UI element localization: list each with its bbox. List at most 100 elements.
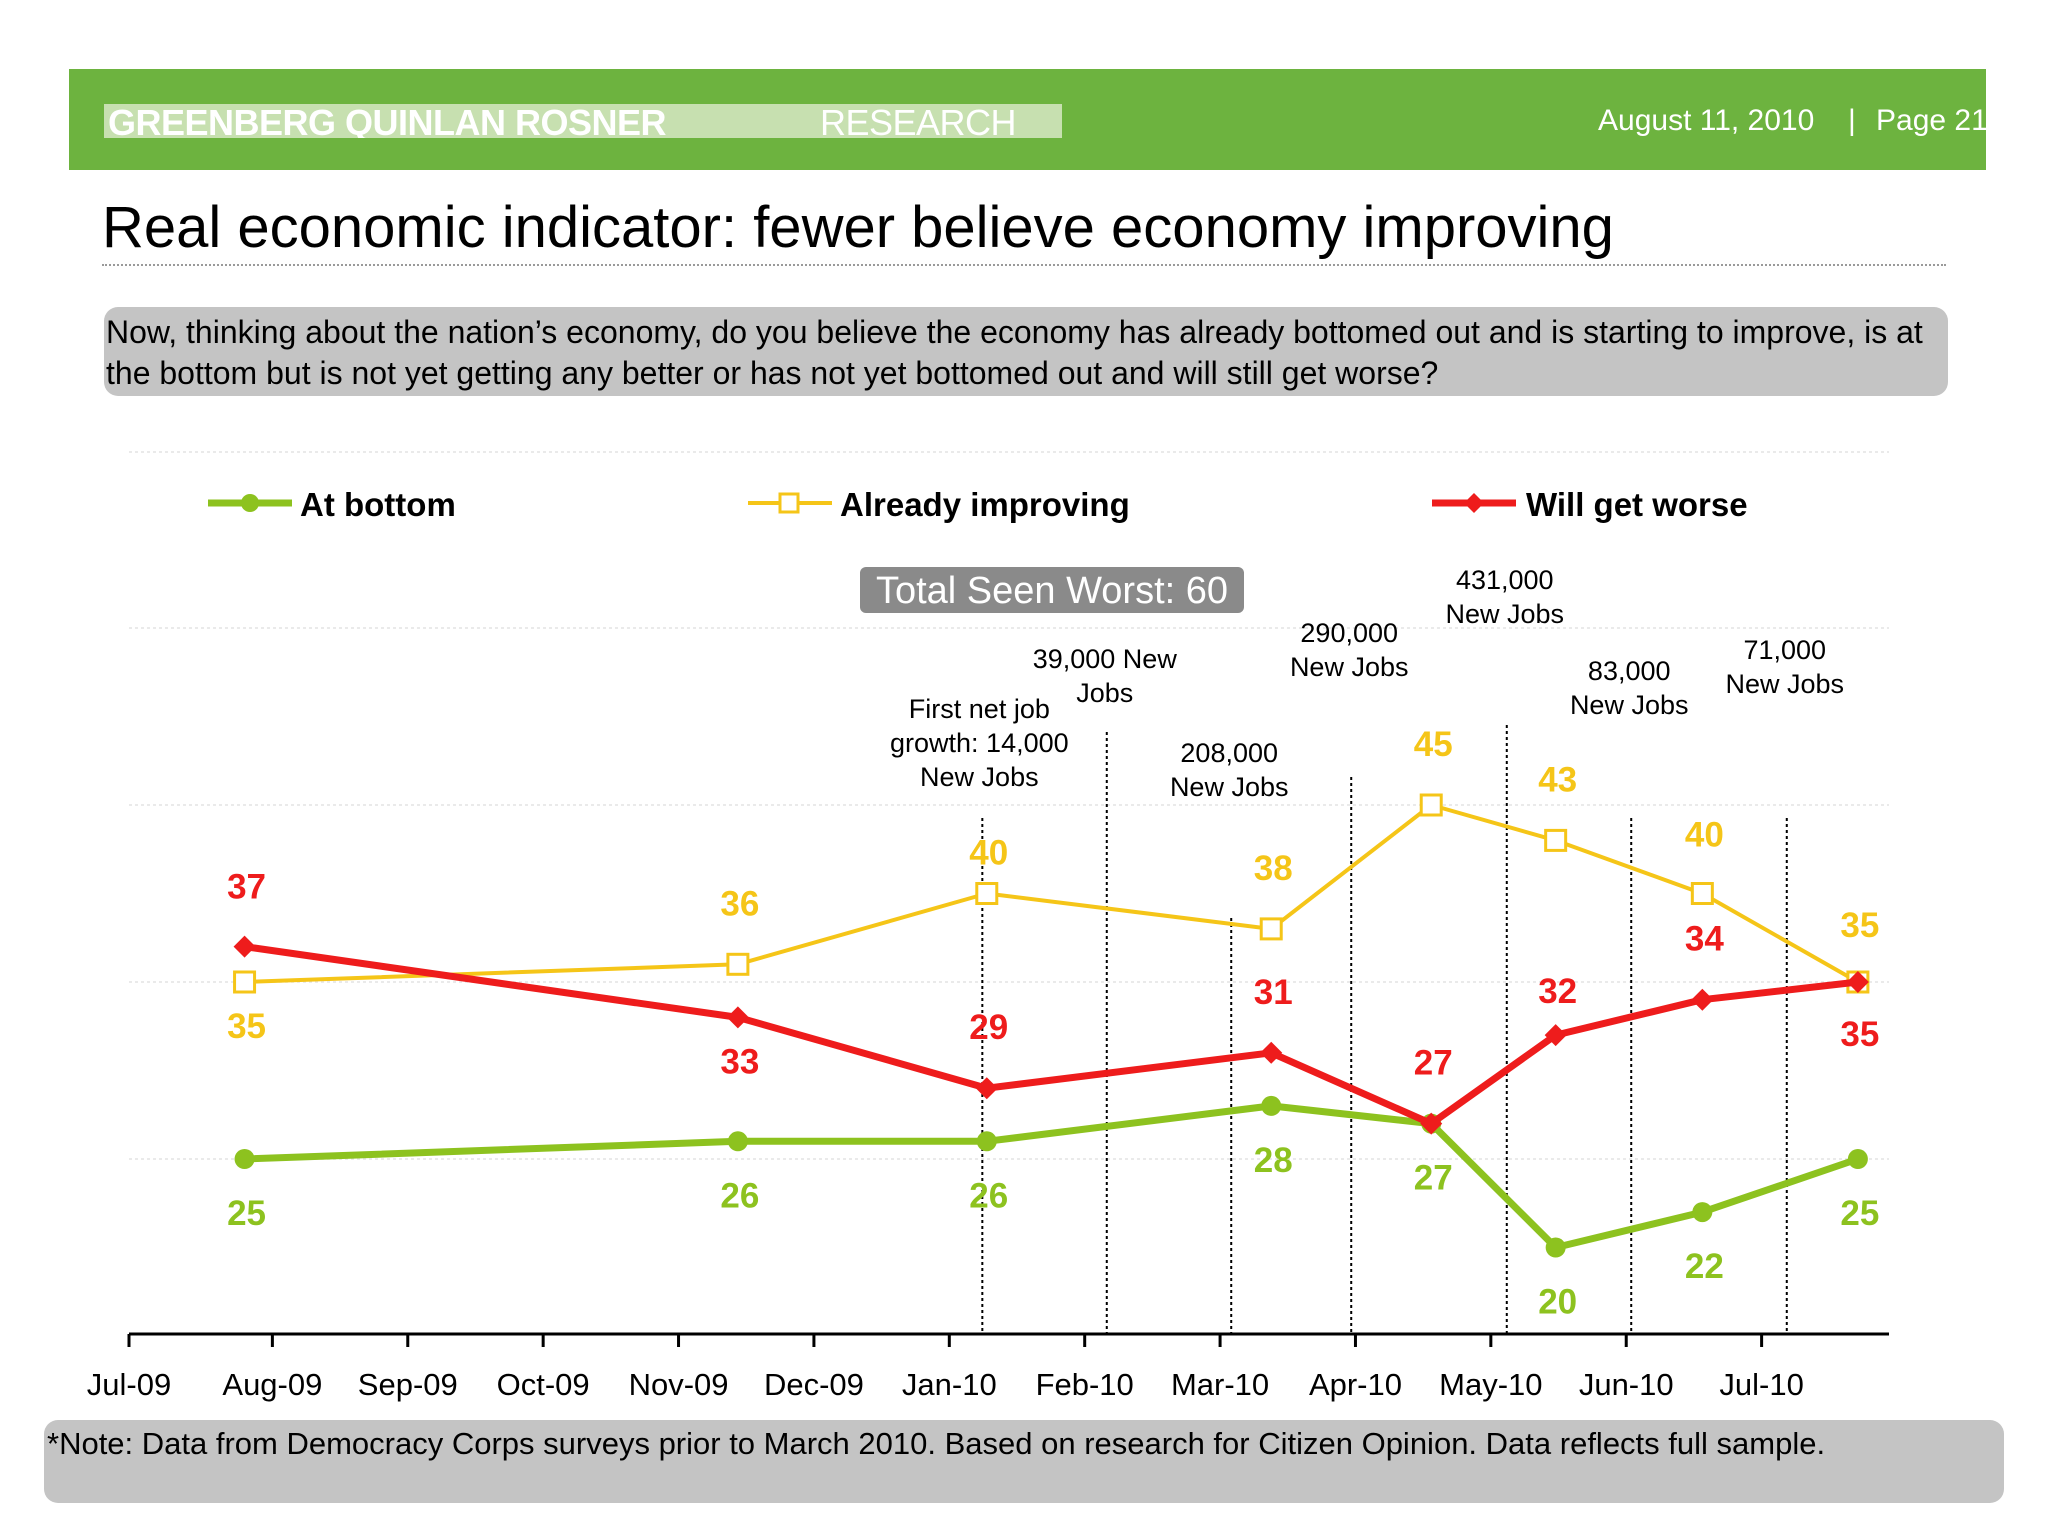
- job-annotation-text: growth: 14,000: [890, 728, 1069, 758]
- job-annotation-text: First net job: [909, 694, 1050, 724]
- x-tick-label: Dec-09: [764, 1367, 864, 1402]
- question-box: [104, 307, 1948, 396]
- header-separator: |: [1848, 104, 1856, 137]
- question-text: Now, thinking about the nation’s economy…: [106, 314, 1923, 391]
- x-tick-label: Apr-10: [1309, 1367, 1402, 1402]
- data-label: 26: [969, 1176, 1008, 1215]
- point-will-get-worse: [1846, 971, 1869, 993]
- footnote: *Note: Data from Democracy Corps surveys…: [47, 1426, 1826, 1461]
- x-tick-label: Mar-10: [1171, 1367, 1269, 1402]
- data-label: 31: [1254, 973, 1293, 1012]
- page-number: Page 21: [1876, 104, 1988, 137]
- gridlines: [129, 451, 1889, 1160]
- data-label: 33: [720, 1042, 759, 1081]
- data-label: 35: [227, 1007, 266, 1046]
- job-annotation-text: New Jobs: [920, 762, 1039, 792]
- point-already-improving: [1419, 793, 1443, 817]
- slide-title: Real economic indicator: fewer believe e…: [102, 195, 1614, 260]
- point-already-improving: [233, 970, 257, 994]
- data-label: 35: [1840, 906, 1879, 945]
- brand-logo: GREENBERG QUINLAN ROSNER RESEARCH: [104, 104, 1062, 138]
- data-label: 34: [1685, 920, 1724, 959]
- legend-label: At bottom: [300, 486, 456, 523]
- point-already-improving: [726, 952, 750, 976]
- series-group: [233, 793, 1870, 1258]
- x-tick-label: May-10: [1439, 1367, 1542, 1402]
- data-label: 36: [720, 884, 759, 923]
- job-annotation-text: 39,000 New: [1033, 644, 1178, 674]
- point-already-improving: [975, 882, 999, 905]
- legend-label: Already improving: [840, 486, 1130, 523]
- data-label: 22: [1685, 1247, 1724, 1286]
- job-annotation-text: New Jobs: [1446, 599, 1565, 629]
- data-label: 32: [1538, 972, 1577, 1011]
- data-label: 38: [1254, 849, 1293, 888]
- x-tick-label: Jul-09: [87, 1367, 171, 1402]
- data-label: 45: [1414, 725, 1453, 764]
- point-will-get-worse: [233, 935, 256, 958]
- point-will-get-worse: [1420, 1112, 1443, 1135]
- total-seen-worst-badge: Total Seen Worst: 60: [860, 567, 1244, 613]
- data-label: 20: [1538, 1283, 1577, 1322]
- job-annotation-text: New Jobs: [1570, 690, 1689, 720]
- job-annotation-text: New Jobs: [1170, 772, 1289, 802]
- point-at-bottom: [976, 1131, 997, 1152]
- point-at-bottom: [1261, 1095, 1282, 1116]
- series-line-at-bottom: [244, 1102, 1860, 1251]
- job-annotation-text: 71,000: [1743, 635, 1826, 665]
- x-tick-label: Jan-10: [902, 1367, 997, 1402]
- note-box: [44, 1420, 2004, 1503]
- header-date: August 11, 2010: [1598, 104, 1815, 137]
- data-label: 25: [227, 1194, 266, 1233]
- legend: At bottom Already improving Will get worse: [208, 486, 1748, 523]
- point-will-get-worse: [1544, 1024, 1567, 1047]
- job-annotation-text: 208,000: [1180, 738, 1278, 768]
- point-will-get-worse: [726, 1006, 749, 1029]
- annotations: First net job growth: 14,000 New Jobs 39,00…: [890, 565, 1844, 1334]
- x-tick-label: Sep-09: [358, 1367, 458, 1402]
- title-divider: [102, 264, 1946, 266]
- job-annotation-text: New Jobs: [1290, 652, 1409, 682]
- point-at-bottom: [1692, 1202, 1713, 1223]
- legend-marker: [1464, 493, 1484, 513]
- point-at-bottom: [727, 1131, 748, 1152]
- series-line-already-improving: [244, 803, 1859, 984]
- point-already-improving: [1259, 917, 1283, 941]
- legend-label: Will get worse: [1526, 486, 1748, 523]
- point-at-bottom: [1545, 1237, 1566, 1258]
- job-annotation-text: 290,000: [1300, 618, 1398, 648]
- point-will-get-worse: [975, 1077, 998, 1100]
- point-at-bottom: [1847, 1149, 1868, 1169]
- brand-name-light: RESEARCH: [820, 104, 1017, 138]
- job-annotation-text: New Jobs: [1726, 669, 1845, 699]
- data-label: 26: [720, 1176, 759, 1215]
- legend-marker: [241, 494, 259, 512]
- x-tick-label: Oct-09: [497, 1367, 590, 1402]
- x-axis: Jul-09 Aug-09 Sep-09 Oct-09 Nov-09 Dec-09 Jan-…: [87, 1332, 1889, 1402]
- job-annotation-text: 83,000: [1588, 656, 1671, 686]
- data-label: 28: [1254, 1141, 1293, 1180]
- data-label: 43: [1538, 760, 1577, 799]
- legend-marker: [778, 492, 800, 514]
- brand-name-strong: GREENBERG QUINLAN ROSNER: [108, 104, 667, 138]
- data-label: 29: [969, 1008, 1008, 1047]
- x-tick-label: Nov-09: [629, 1367, 729, 1402]
- data-label: 27: [1414, 1044, 1453, 1083]
- data-label: 40: [1685, 816, 1724, 855]
- line-chart: First net job growth: 14,000 New Jobs 39,00…: [87, 451, 1889, 1402]
- point-already-improving: [1690, 882, 1714, 905]
- data-labels: 25 26 26 28 27 20 22 25 35 36 40 38 45 43 40 35 37 33 29 31…: [227, 725, 1879, 1322]
- data-label: 27: [1414, 1159, 1453, 1198]
- total-seen-worst-text: Total Seen Worst: 60: [876, 570, 1228, 612]
- point-will-get-worse: [1260, 1041, 1283, 1064]
- point-will-get-worse: [1691, 988, 1714, 1011]
- data-label: 25: [1840, 1194, 1879, 1233]
- data-label: 40: [969, 834, 1008, 873]
- x-tick-label: Jul-10: [1719, 1367, 1803, 1402]
- series-line-will-get-worse: [244, 943, 1859, 1128]
- x-tick-label: Aug-09: [222, 1367, 322, 1402]
- point-already-improving: [1544, 828, 1568, 852]
- job-annotation-text: 431,000: [1456, 565, 1554, 595]
- data-label: 37: [227, 868, 266, 907]
- data-label: 35: [1840, 1015, 1879, 1054]
